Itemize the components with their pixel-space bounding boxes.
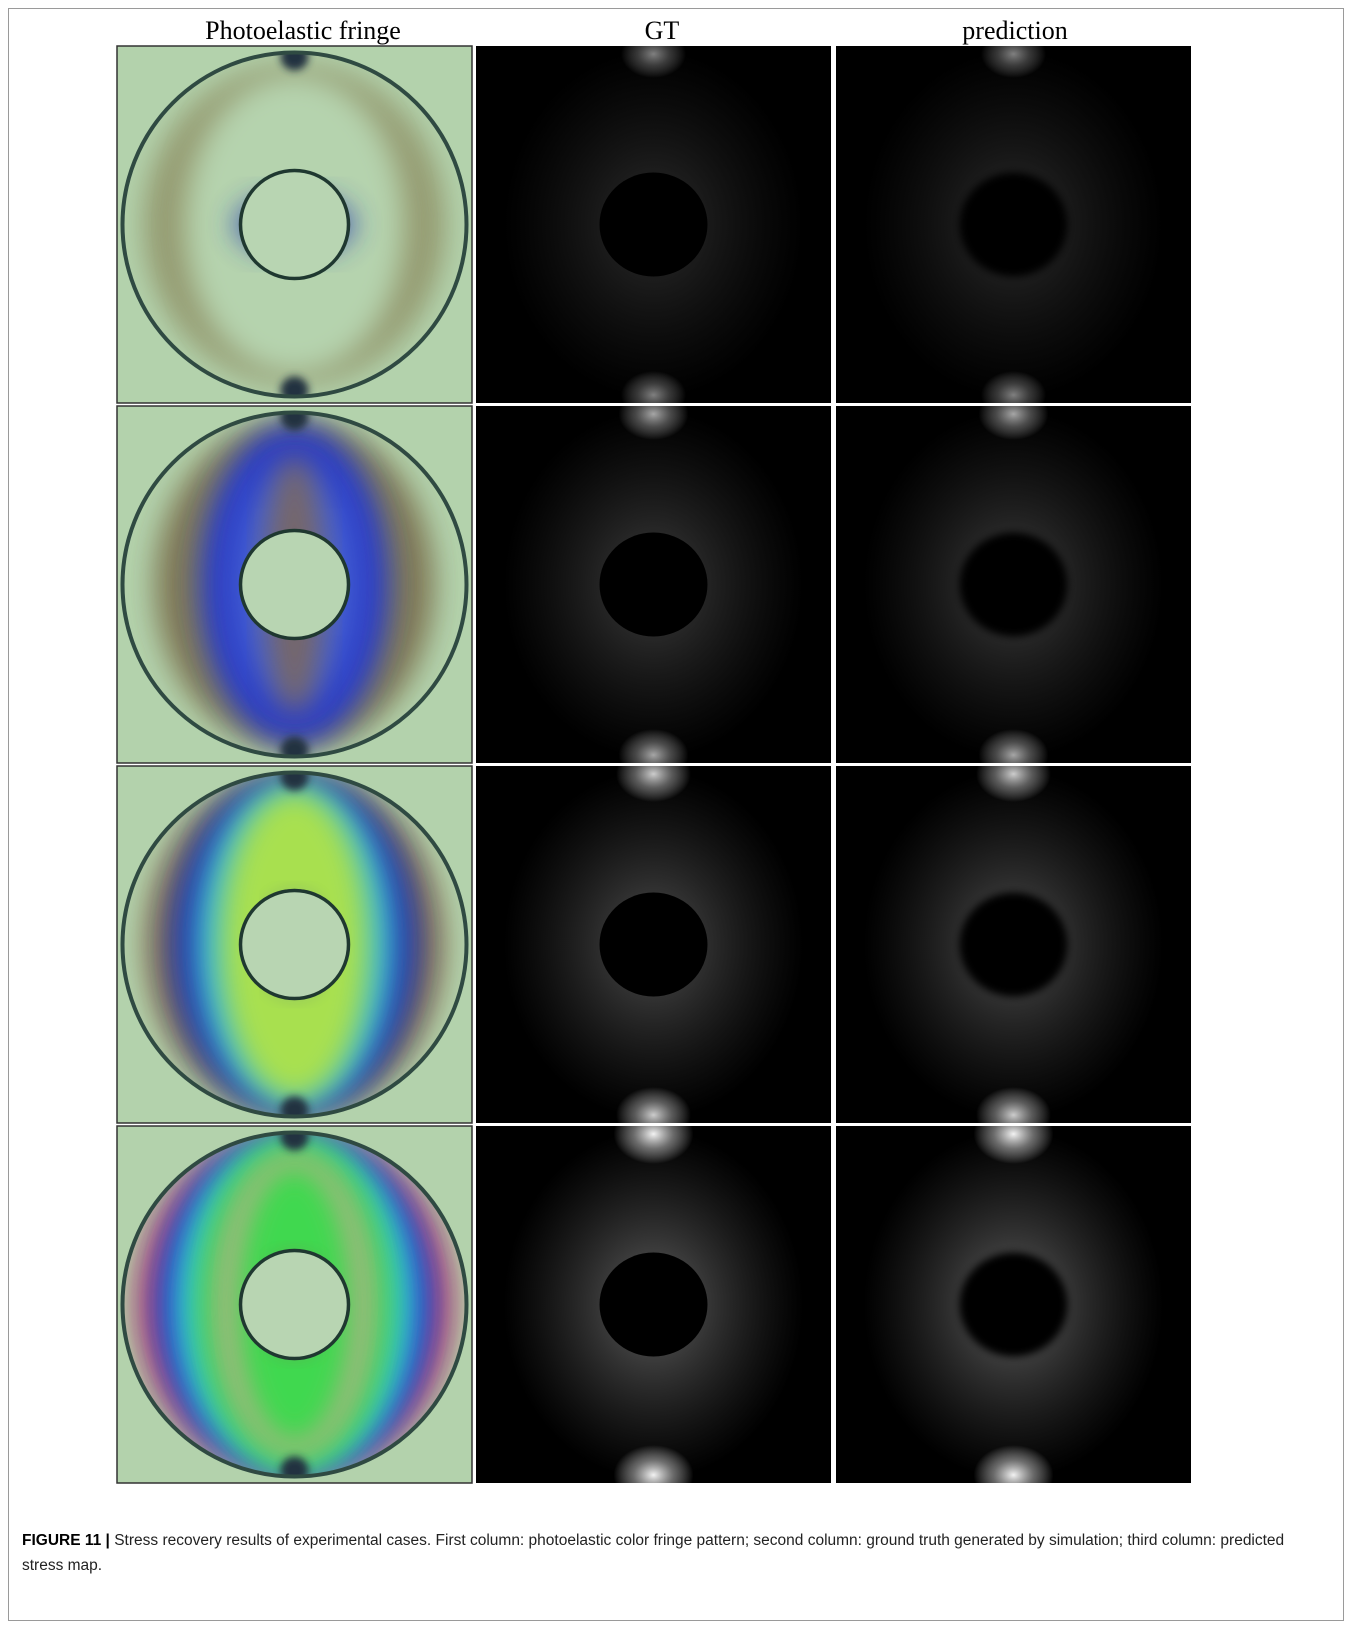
stress-hole <box>960 533 1068 637</box>
column-header: Photoelastic fringe <box>205 16 401 45</box>
stress-hole <box>960 1253 1068 1357</box>
caption-text: Stress recovery results of experimental … <box>22 1532 1284 1574</box>
column-header: GT <box>645 16 680 45</box>
stress-hole <box>960 893 1068 997</box>
stress-glow <box>974 1445 1054 1505</box>
stress-hole <box>600 893 708 997</box>
stress-glow <box>614 1445 694 1505</box>
stress-hole <box>960 173 1068 277</box>
caption-label: FIGURE 11 | <box>22 1532 110 1549</box>
stress-hole <box>600 1253 708 1357</box>
inner-hole <box>241 891 349 999</box>
inner-hole <box>241 531 349 639</box>
page: Photoelastic fringe GT prediction FIGURE… <box>0 0 1354 1629</box>
figure: Photoelastic fringe GT prediction <box>0 0 1354 1510</box>
caption: FIGURE 11 | Stress recovery results of e… <box>22 1528 1322 1578</box>
stress-hole <box>600 533 708 637</box>
inner-hole <box>241 1251 349 1359</box>
column-header: prediction <box>962 16 1067 45</box>
inner-hole <box>241 171 349 279</box>
stress-hole <box>600 173 708 277</box>
